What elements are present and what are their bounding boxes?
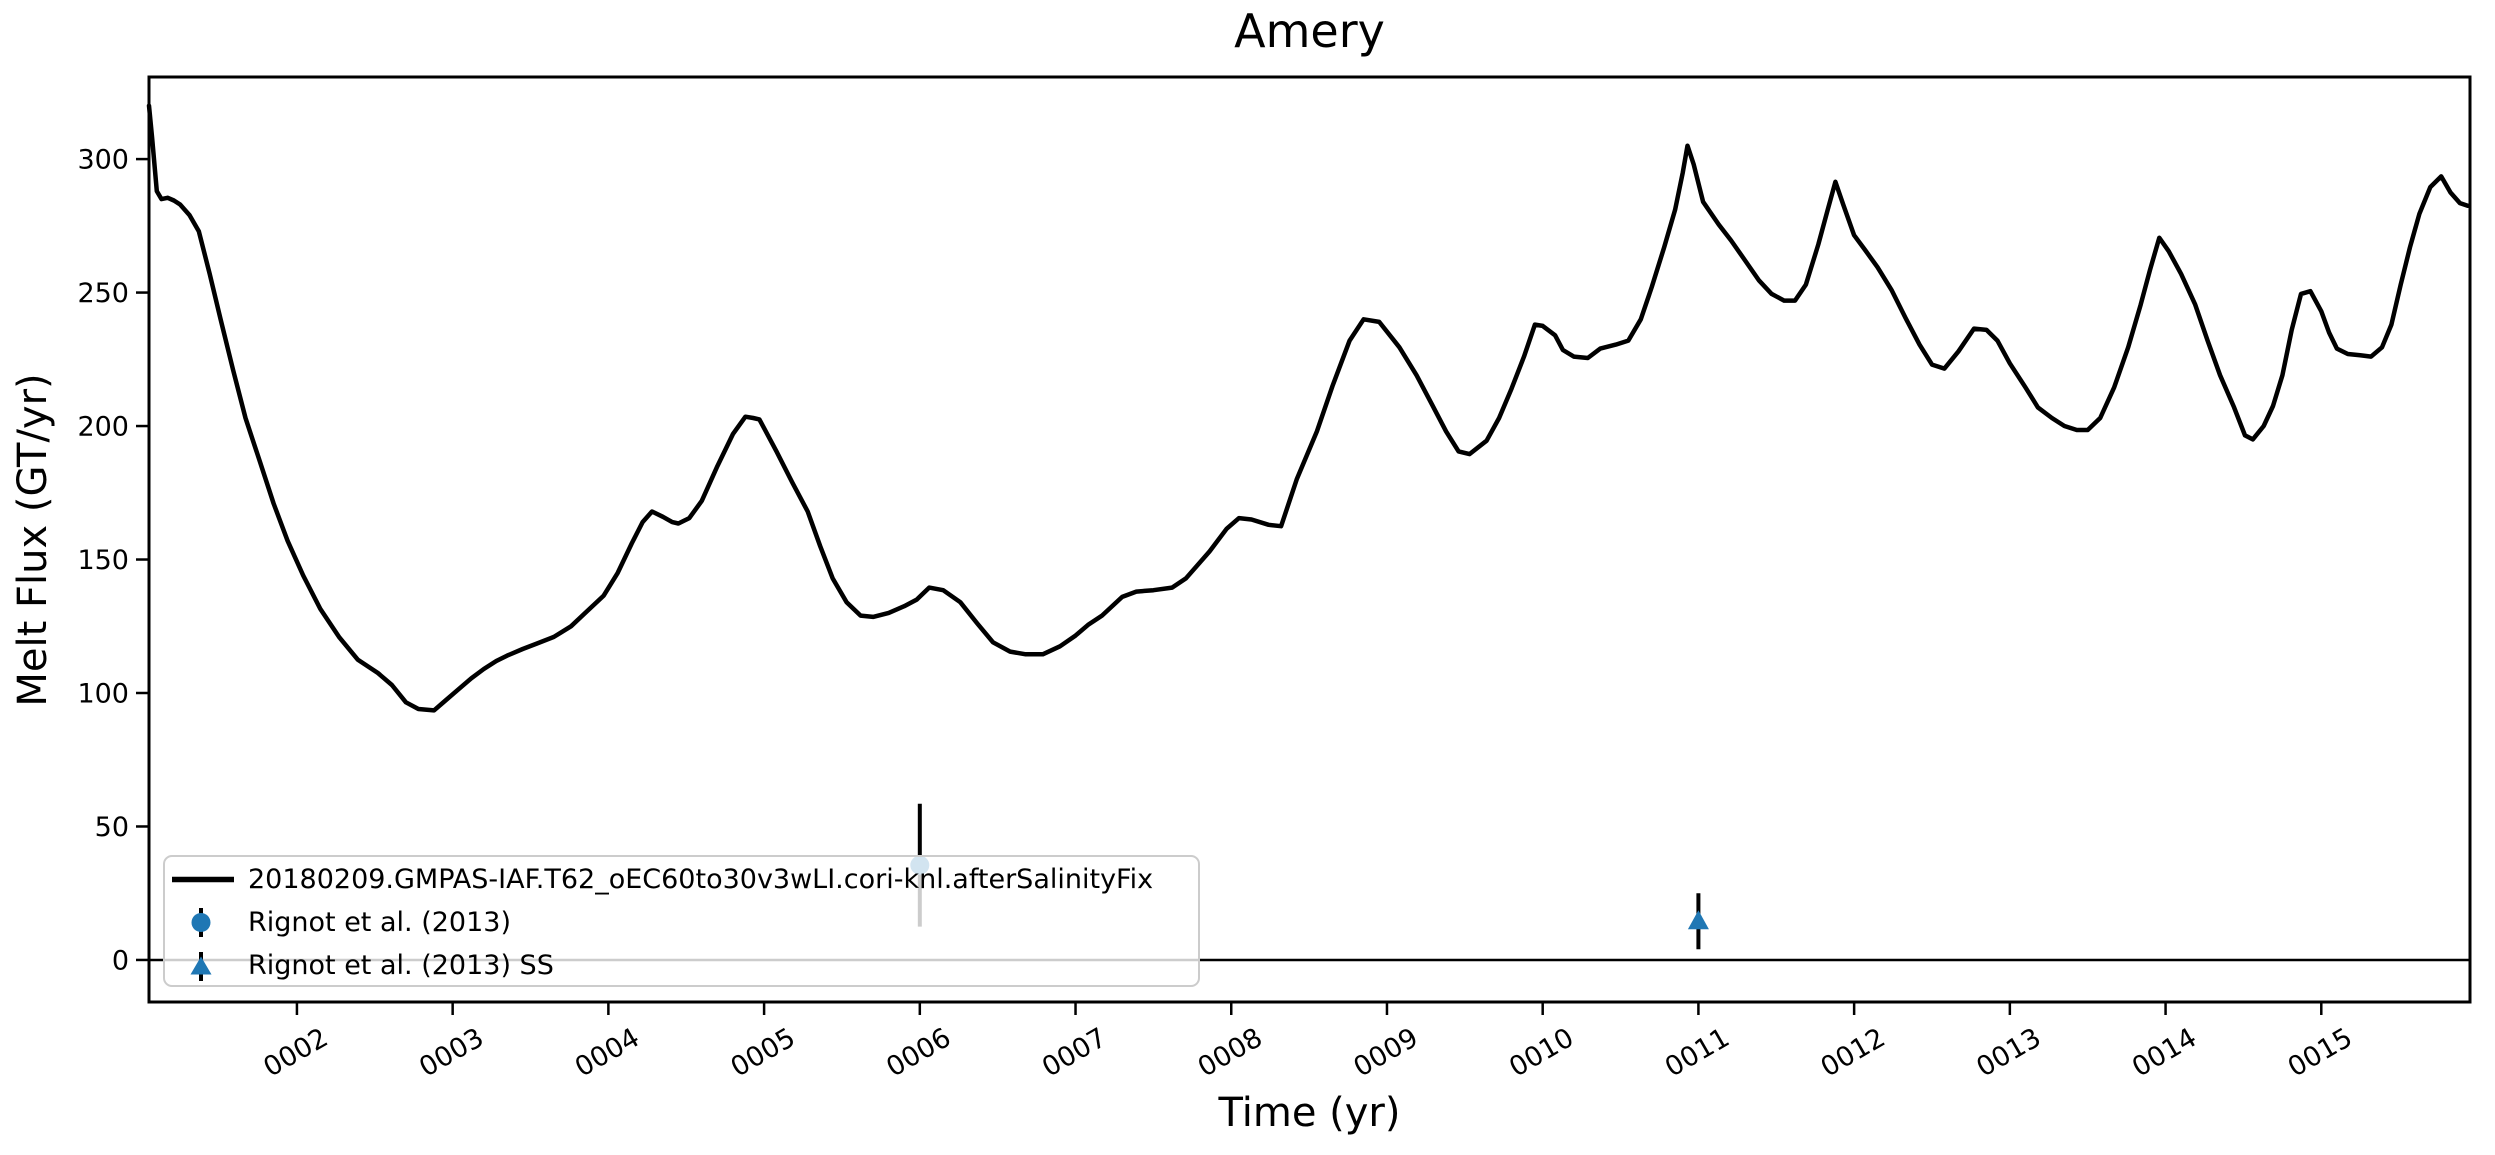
x-tick-label: 0002 bbox=[258, 1022, 333, 1083]
legend: 20180209.GMPAS-IAF.T62_oEC60to30v3wLI.co… bbox=[163, 855, 1200, 987]
y-tick-label: 300 bbox=[77, 145, 129, 176]
y-tick-label: 250 bbox=[77, 278, 129, 309]
x-tick-label: 0004 bbox=[570, 1022, 645, 1083]
x-tick-label: 0009 bbox=[1348, 1022, 1423, 1083]
model-curve bbox=[146, 103, 2470, 713]
legend-label-rignot: Rignot et al. (2013) bbox=[248, 907, 511, 938]
y-tick-label: 200 bbox=[77, 412, 129, 443]
x-tick-label: 0008 bbox=[1193, 1022, 1268, 1083]
x-tick-label: 0005 bbox=[726, 1022, 801, 1083]
x-tick-label: 0010 bbox=[1504, 1022, 1579, 1083]
x-tick-label: 0014 bbox=[2127, 1022, 2202, 1083]
x-tick-label: 0012 bbox=[1816, 1022, 1891, 1083]
chart-title: Amery bbox=[1234, 4, 1385, 58]
y-tick-label: 0 bbox=[112, 945, 129, 976]
triangle-errorbar-icon bbox=[165, 944, 241, 987]
axes-frame bbox=[147, 75, 2472, 1004]
x-tick-label: 0007 bbox=[1037, 1022, 1112, 1083]
x-tick-label: 0003 bbox=[414, 1022, 489, 1083]
x-tick-label: 0015 bbox=[2283, 1022, 2358, 1083]
y-axis-label: Melt Flux (GT/yr) bbox=[10, 373, 56, 707]
x-tick-label: 0006 bbox=[881, 1022, 956, 1083]
x-axis-label: Time (yr) bbox=[1218, 1090, 1401, 1136]
line-swatch-icon bbox=[165, 858, 241, 901]
circle-errorbar-icon bbox=[165, 901, 241, 944]
y-tick-label: 50 bbox=[95, 812, 129, 843]
legend-label-model: 20180209.GMPAS-IAF.T62_oEC60to30v3wLI.co… bbox=[248, 864, 1154, 895]
legend-label-rignot-ss: Rignot et al. (2013) SS bbox=[248, 950, 554, 981]
legend-row-model: 20180209.GMPAS-IAF.T62_oEC60to30v3wLI.co… bbox=[165, 858, 1198, 901]
y-tick-label: 100 bbox=[77, 678, 129, 709]
legend-row-rignot-ss: Rignot et al. (2013) SS bbox=[165, 944, 1198, 987]
obs-triangle-marker bbox=[1687, 910, 1709, 930]
y-tick-label: 150 bbox=[77, 545, 129, 576]
legend-row-rignot: Rignot et al. (2013) bbox=[165, 901, 1198, 944]
x-tick-label: 0013 bbox=[1971, 1022, 2046, 1083]
x-tick-label: 0011 bbox=[1660, 1022, 1735, 1083]
